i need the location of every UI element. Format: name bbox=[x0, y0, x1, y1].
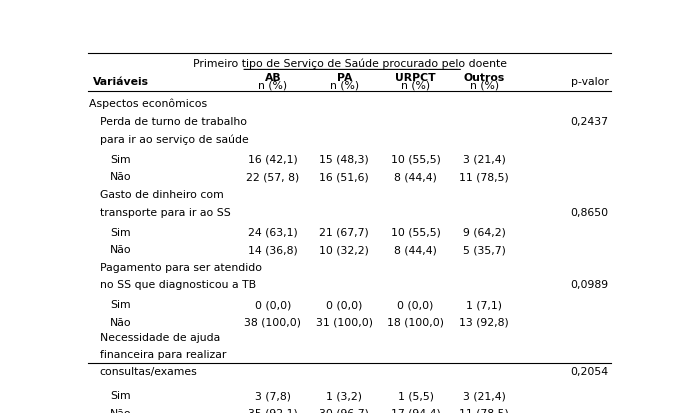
Text: 11 (78,5): 11 (78,5) bbox=[460, 408, 509, 413]
Text: Sim: Sim bbox=[110, 154, 131, 164]
Text: 0,8650: 0,8650 bbox=[570, 207, 608, 217]
Text: 10 (55,5): 10 (55,5) bbox=[391, 227, 441, 237]
Text: Variáveis: Variáveis bbox=[93, 76, 149, 86]
Text: 0 (0,0): 0 (0,0) bbox=[398, 299, 434, 309]
Text: Sim: Sim bbox=[110, 390, 131, 400]
Text: 3 (21,4): 3 (21,4) bbox=[463, 390, 506, 400]
Text: Sim: Sim bbox=[110, 227, 131, 237]
Text: Sim: Sim bbox=[110, 299, 131, 309]
Text: 1 (3,2): 1 (3,2) bbox=[326, 390, 362, 400]
Text: 0 (0,0): 0 (0,0) bbox=[254, 299, 291, 309]
Text: para ir ao serviço de saúde: para ir ao serviço de saúde bbox=[100, 135, 248, 145]
Text: 11 (78,5): 11 (78,5) bbox=[460, 172, 509, 182]
Text: AB: AB bbox=[265, 73, 281, 83]
Text: 38 (100,0): 38 (100,0) bbox=[244, 317, 301, 327]
Text: PA: PA bbox=[336, 73, 352, 83]
Text: 16 (42,1): 16 (42,1) bbox=[248, 154, 298, 164]
Text: 17 (94,4): 17 (94,4) bbox=[391, 408, 441, 413]
Text: 22 (57, 8): 22 (57, 8) bbox=[246, 172, 299, 182]
Text: Não: Não bbox=[110, 172, 132, 182]
Text: 0 (0,0): 0 (0,0) bbox=[326, 299, 362, 309]
Text: p-valor: p-valor bbox=[571, 76, 608, 86]
Text: n (%): n (%) bbox=[258, 80, 287, 90]
Text: Não: Não bbox=[110, 244, 132, 254]
Text: 16 (51,6): 16 (51,6) bbox=[319, 172, 369, 182]
Text: 14 (36,8): 14 (36,8) bbox=[248, 244, 298, 254]
Text: no SS que diagnosticou a TB: no SS que diagnosticou a TB bbox=[100, 280, 256, 290]
Text: 5 (35,7): 5 (35,7) bbox=[463, 244, 506, 254]
Text: 3 (21,4): 3 (21,4) bbox=[463, 154, 506, 164]
Text: 10 (55,5): 10 (55,5) bbox=[391, 154, 441, 164]
Text: Necessidade de ajuda: Necessidade de ajuda bbox=[100, 332, 220, 342]
Text: 0,2437: 0,2437 bbox=[571, 117, 608, 127]
Text: 21 (67,7): 21 (67,7) bbox=[319, 227, 369, 237]
Text: 18 (100,0): 18 (100,0) bbox=[387, 317, 444, 327]
Text: 9 (64,2): 9 (64,2) bbox=[463, 227, 506, 237]
Text: n (%): n (%) bbox=[470, 80, 499, 90]
Text: Outros: Outros bbox=[464, 73, 505, 83]
Text: 30 (96,7): 30 (96,7) bbox=[319, 408, 369, 413]
Text: 1 (5,5): 1 (5,5) bbox=[398, 390, 434, 400]
Text: 13 (92,8): 13 (92,8) bbox=[460, 317, 509, 327]
Text: 24 (63,1): 24 (63,1) bbox=[248, 227, 298, 237]
Text: 10 (32,2): 10 (32,2) bbox=[319, 244, 369, 254]
Text: n (%): n (%) bbox=[329, 80, 359, 90]
Text: consultas/exames: consultas/exames bbox=[100, 366, 197, 376]
Text: 8 (44,4): 8 (44,4) bbox=[394, 244, 437, 254]
Text: 15 (48,3): 15 (48,3) bbox=[319, 154, 369, 164]
Text: 3 (7,8): 3 (7,8) bbox=[255, 390, 291, 400]
Text: Perda de turno de trabalho: Perda de turno de trabalho bbox=[100, 117, 246, 127]
Text: Pagamento para ser atendido: Pagamento para ser atendido bbox=[100, 262, 261, 272]
Text: 0,2054: 0,2054 bbox=[570, 366, 608, 376]
Text: Aspectos econômicos: Aspectos econômicos bbox=[89, 99, 207, 109]
Text: URPCT: URPCT bbox=[396, 73, 436, 83]
Text: Gasto de dinheiro com: Gasto de dinheiro com bbox=[100, 190, 223, 199]
Text: 0,0989: 0,0989 bbox=[570, 280, 608, 290]
Text: 1 (7,1): 1 (7,1) bbox=[466, 299, 503, 309]
Text: 35 (92,1): 35 (92,1) bbox=[248, 408, 298, 413]
Text: Não: Não bbox=[110, 317, 132, 327]
Text: n (%): n (%) bbox=[401, 80, 430, 90]
Text: financeira para realizar: financeira para realizar bbox=[100, 349, 226, 359]
Text: 31 (100,0): 31 (100,0) bbox=[316, 317, 373, 327]
Text: transporte para ir ao SS: transporte para ir ao SS bbox=[100, 207, 231, 217]
Text: 8 (44,4): 8 (44,4) bbox=[394, 172, 437, 182]
Text: Primeiro tipo de Serviço de Saúde procurado pelo doente: Primeiro tipo de Serviço de Saúde procur… bbox=[192, 59, 507, 69]
Text: Não: Não bbox=[110, 408, 132, 413]
